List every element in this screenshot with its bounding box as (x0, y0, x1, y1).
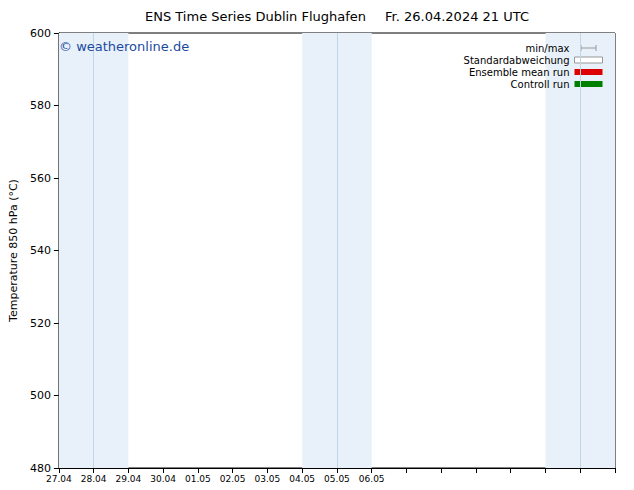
svg-text:540: 540 (30, 244, 51, 257)
svg-text:05.05: 05.05 (324, 474, 350, 484)
svg-text:06.05: 06.05 (359, 474, 385, 484)
svg-text:ENS Time Series Dublin Flughaf: ENS Time Series Dublin Flughafen (145, 9, 366, 24)
svg-text:27.04: 27.04 (46, 474, 72, 484)
svg-text:29.04: 29.04 (116, 474, 142, 484)
svg-text:560: 560 (30, 172, 51, 185)
svg-text:03.05: 03.05 (255, 474, 281, 484)
svg-text:01.05: 01.05 (185, 474, 211, 484)
svg-text:30.04: 30.04 (150, 474, 176, 484)
svg-text:Temperature 850 hPa (°C): Temperature 850 hPa (°C) (7, 179, 20, 323)
svg-text:480: 480 (29, 461, 51, 475)
svg-text:min/max: min/max (525, 43, 569, 54)
svg-text:Fr. 26.04.2024 21 UTC: Fr. 26.04.2024 21 UTC (385, 9, 529, 24)
svg-text:© weatheronline.de: © weatheronline.de (59, 39, 189, 54)
svg-text:Standardabweichung: Standardabweichung (464, 55, 570, 66)
svg-text:520: 520 (30, 317, 51, 330)
svg-text:Controll run: Controll run (511, 79, 570, 90)
svg-text:600: 600 (30, 27, 51, 40)
svg-text:28.04: 28.04 (81, 474, 107, 484)
svg-text:Ensemble mean run: Ensemble mean run (469, 67, 570, 78)
svg-text:500: 500 (30, 389, 51, 402)
svg-text:04.05: 04.05 (289, 474, 315, 484)
svg-text:02.05: 02.05 (220, 474, 246, 484)
svg-text:580: 580 (30, 99, 51, 112)
